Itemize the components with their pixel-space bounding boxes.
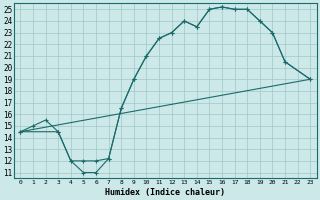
X-axis label: Humidex (Indice chaleur): Humidex (Indice chaleur)	[105, 188, 225, 197]
